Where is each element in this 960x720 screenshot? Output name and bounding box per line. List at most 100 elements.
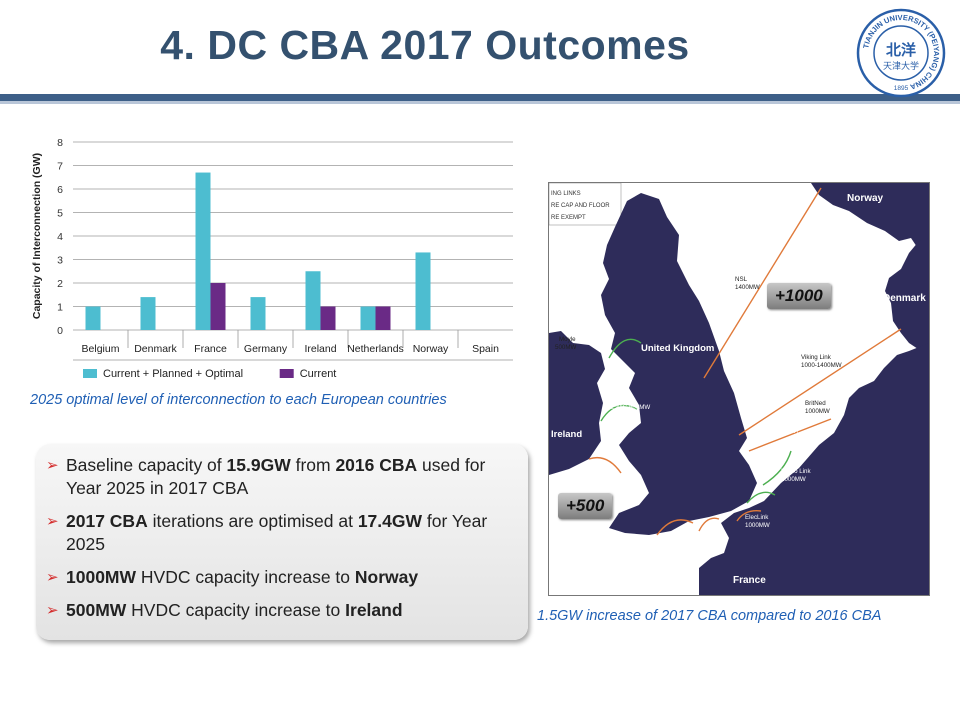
map-label-ireland: Ireland — [551, 429, 582, 440]
chart-y-tick-label: 6 — [57, 184, 63, 196]
chart-x-tick-label: Ireland — [304, 343, 336, 355]
bullet-text-part: for Year 2025 — [66, 511, 488, 554]
bullet-text-part: 2017 CBA — [66, 511, 148, 531]
chart-bar-current-planned-optimal-ireland — [305, 271, 321, 330]
link-ireland-france — [588, 456, 622, 474]
link-britned — [748, 418, 832, 452]
map-land-ireland — [549, 331, 605, 475]
map-label-denmark: Denmark — [883, 293, 926, 304]
chart-y-tick-label: 2 — [57, 278, 63, 290]
title-rule-shadow — [0, 101, 960, 104]
badge-norway-increase: +1000 — [767, 283, 831, 309]
chart-x-tick-label: Norway — [413, 343, 449, 355]
link-eleclink — [746, 491, 776, 504]
link-nemo — [762, 450, 792, 486]
chart-bar-current-planned-optimal-norway — [415, 252, 431, 330]
badge-ireland-increase: +500 — [558, 493, 613, 519]
interconnector-map: ING LINKS RE CAP AND FLOOR RE EXEMPT N — [548, 182, 930, 596]
link-ifa2 — [698, 517, 720, 532]
chart-bar-current-planned-optimal-germany — [250, 297, 266, 330]
link-viking — [738, 328, 902, 436]
bullet-arrow-icon: ➢ — [46, 513, 59, 530]
map-land-continent — [699, 343, 929, 595]
chart-bar-current-planned-optimal-france — [195, 172, 211, 330]
outcome-bullet-box: ➢ Baseline capacity of 15.9GW from 2016 C… — [36, 444, 528, 640]
bullet-text-part: 500MW — [66, 600, 127, 620]
chart-y-tick-label: 3 — [57, 255, 63, 267]
map-link-label-moyle: Moyle — [559, 336, 576, 343]
map-legend-line-3: RE EXEMPT — [551, 215, 586, 221]
bullet-text-part: HVDC capacity increase to — [126, 600, 346, 620]
map-label-uk: United Kingdom — [641, 343, 714, 354]
map-link-sub-viking: 1000-1400MW — [801, 362, 842, 369]
title-rule — [0, 94, 960, 101]
logo-center-text: 北洋 — [886, 41, 916, 59]
map-link-sub-eleclink: 1000MW — [745, 522, 770, 529]
chart-x-tick-label: Denmark — [134, 343, 177, 355]
map-land-great-britain — [601, 193, 757, 535]
bullet-arrow-icon: ➢ — [46, 602, 59, 619]
outcome-bullet-3: ➢ 1000MW HVDC capacity increase to Norway — [46, 566, 514, 589]
map-link-label-ewic: EWIC 500MW — [611, 404, 650, 411]
map-land-norway — [811, 183, 929, 278]
interconnection-bar-chart: 0 1 2 3 4 5 6 7 8 Capacity of Interconnection (GW… — [31, 137, 513, 380]
map-link-label-fab: FAB Link — [655, 538, 681, 545]
bullet-arrow-icon: ➢ — [46, 569, 59, 586]
chart-x-tick-label: Belgium — [82, 343, 120, 355]
chart-bar-current-planned-optimal-belgium — [85, 306, 101, 330]
bullet-text-part: from — [290, 455, 336, 475]
chart-y-tick-label: 0 — [57, 325, 63, 337]
chart-bar-current-planned-optimal-netherlands — [360, 306, 376, 330]
chart-legend-swatch — [279, 369, 294, 378]
chart-y-axis-label: Capacity of Interconnection (GW) — [31, 153, 43, 319]
map-link-label-ifa2: IFA2 — [709, 530, 722, 537]
chart-x-tick-label: Netherlands — [347, 343, 404, 355]
map-link-sub-nsl: 1400MW — [735, 284, 760, 291]
bullet-text-part: iterations are optimised at — [147, 511, 358, 531]
map-link-sub-britned: 1000MW — [805, 408, 830, 415]
bullet-text-part: Norway — [354, 567, 419, 587]
map-link-sub-ifa2: 1000MW — [701, 538, 726, 545]
link-ifa — [736, 510, 762, 522]
chart-legend-entry: Current — [300, 368, 337, 380]
bullet-text-part: Ireland — [345, 600, 403, 620]
map-legend-line-2: RE CAP AND FLOOR — [551, 203, 610, 209]
logo-script-text: 天津大学 — [883, 60, 919, 71]
bullet-text-part: 15.9GW — [226, 455, 291, 475]
bullet-text-part: HVDC capacity increase to — [136, 567, 355, 587]
map-link-label-nemo: Nemo Link — [781, 468, 811, 475]
chart-legend-entry: Current + Planned + Optimal — [103, 368, 243, 380]
outcome-bullet-2: ➢ 2017 CBA iterations are optimised at 17… — [46, 510, 514, 556]
map-label-france: France — [733, 575, 766, 586]
chart-bar-current-planned-optimal-denmark — [140, 297, 156, 330]
bullet-text-part: Baseline capacity of — [66, 455, 227, 475]
chart-y-tick-label: 8 — [57, 137, 63, 149]
bullet-text-part: 2016 CBA — [335, 455, 418, 475]
chart-y-tick-label: 7 — [57, 161, 63, 173]
university-seal-logo: TIANJIN UNIVERSITY (PEIYANG) CHINA 北洋 天津… — [856, 8, 946, 98]
map-link-label-ifa: IFA — [789, 428, 799, 435]
map-link-label-eleclink: ElecLink — [745, 514, 769, 521]
map-link-sub-nemo: 1000MW — [781, 476, 806, 483]
chart-bar-current-netherlands — [375, 306, 391, 330]
chart-bar-current-france — [210, 283, 226, 330]
link-moyle — [608, 338, 642, 359]
link-fab — [656, 519, 694, 536]
chart-x-tick-label: Germany — [244, 343, 288, 355]
map-link-label-britned: BritNed — [805, 400, 826, 407]
map-link-sub-ifa: 2000MW — [789, 436, 814, 443]
map-link-sub-moyle: 500MW — [555, 344, 576, 351]
chart-y-tick-label: 4 — [57, 231, 63, 243]
map-link-sub-fab: 1400MW — [655, 546, 680, 553]
outcome-bullet-1: ➢ Baseline capacity of 15.9GW from 2016 C… — [46, 454, 514, 500]
chart-x-tick-label: Spain — [472, 343, 499, 355]
page-title: 4. DC CBA 2017 Outcomes — [160, 22, 690, 68]
map-link-label-viking: Viking Link — [801, 354, 832, 361]
map-land-denmark — [885, 238, 929, 353]
bullet-text-part: used for Year 2025 in 2017 CBA — [66, 455, 486, 498]
chart-caption: 2025 optimal level of interconnection to… — [30, 392, 447, 408]
map-caption: 1.5GW increase of 2017 CBA compared to 2… — [537, 608, 882, 624]
bullet-arrow-icon: ➢ — [46, 457, 59, 474]
bullet-text-part: 1000MW — [66, 567, 137, 587]
map-label-norway: Norway — [847, 193, 884, 204]
